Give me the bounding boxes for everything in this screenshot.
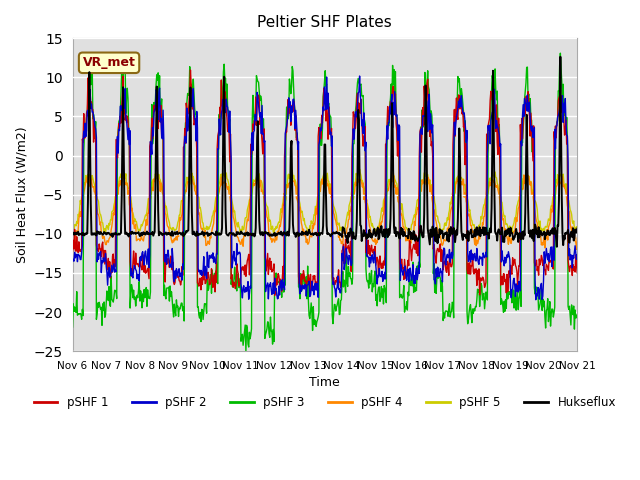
X-axis label: Time: Time [310, 376, 340, 389]
Legend: pSHF 1, pSHF 2, pSHF 3, pSHF 4, pSHF 5, Hukseflux: pSHF 1, pSHF 2, pSHF 3, pSHF 4, pSHF 5, … [29, 392, 621, 414]
Text: VR_met: VR_met [83, 56, 136, 69]
Y-axis label: Soil Heat Flux (W/m2): Soil Heat Flux (W/m2) [15, 126, 28, 263]
Title: Peltier SHF Plates: Peltier SHF Plates [257, 15, 392, 30]
